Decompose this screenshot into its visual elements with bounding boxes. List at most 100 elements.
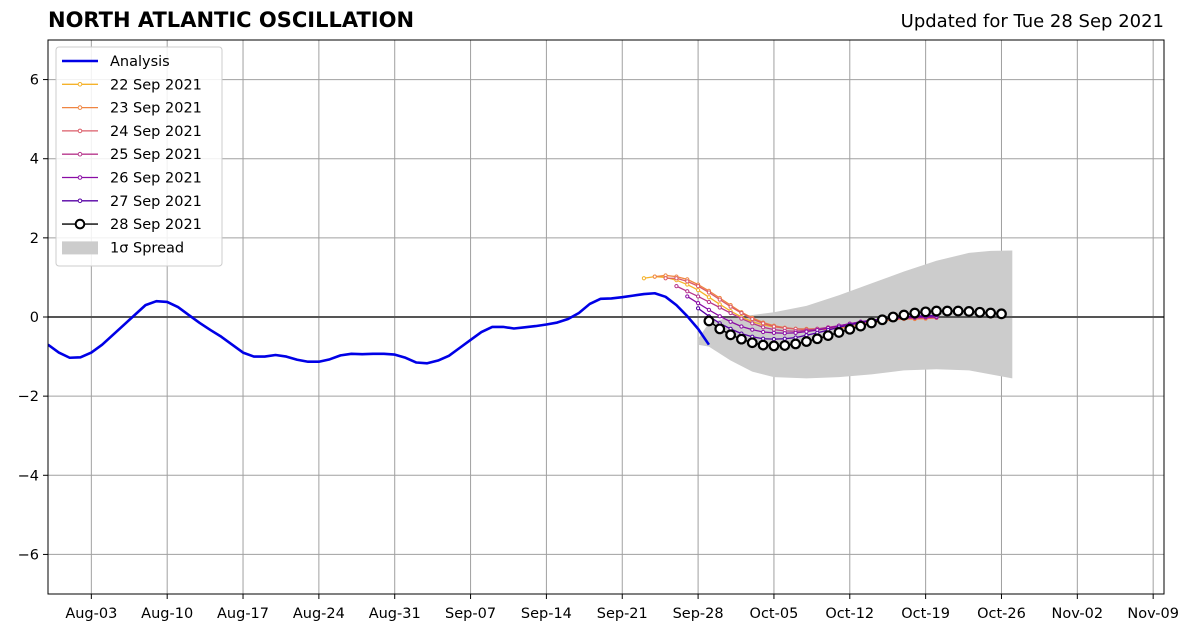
x-tick-label: Oct-05: [750, 606, 799, 622]
x-tick-label: Sep-21: [597, 606, 648, 622]
forecast-point: [771, 330, 777, 335]
latest-forecast-point: [952, 305, 964, 317]
latest-forecast-point: [725, 329, 737, 341]
forecast-point: [695, 294, 701, 299]
latest-forecast-point: [779, 340, 791, 351]
latest-forecast-point: [703, 315, 715, 327]
latest-forecast-point: [844, 323, 856, 335]
latest-forecast-point: [822, 330, 834, 341]
forecast-point: [674, 276, 679, 281]
latest-forecast-point: [931, 305, 942, 317]
latest-forecast-point: [855, 320, 867, 332]
legend-label: 22 Sep 2021: [110, 77, 202, 93]
latest-forecast-point: [811, 333, 823, 345]
legend: Analysis 22 Sep 2021 23 Sep 2021 24 Sep 202…: [55, 46, 223, 267]
latest-forecast-point: [866, 317, 877, 329]
x-tick-label: Nov-09: [1127, 606, 1179, 622]
legend-swatch-marker: [77, 128, 83, 134]
forecast-point: [728, 304, 733, 309]
legend-swatch-marker: [77, 198, 83, 204]
x-tick-label: Aug-17: [217, 606, 269, 622]
latest-forecast-point: [920, 306, 932, 318]
forecast-point: [739, 324, 744, 329]
latest-forecast-point: [736, 333, 747, 345]
forecast-point: [706, 290, 712, 295]
forecast-point: [771, 337, 777, 342]
latest-forecast-point: [768, 340, 780, 352]
x-tick-label: Oct-12: [825, 606, 874, 622]
x-tick-label: Aug-10: [141, 606, 193, 622]
analysis-line: [48, 291, 711, 365]
legend-label: Analysis: [110, 54, 170, 70]
legend-label: 28 Sep 2021: [110, 217, 202, 233]
y-tick-label: 6: [30, 73, 39, 89]
latest-forecast-point: [746, 337, 758, 349]
latest-forecast-line: [708, 310, 1002, 347]
forecast-point: [706, 299, 712, 305]
axes-frame: [47, 39, 1165, 595]
x-tick-label: Oct-26: [977, 606, 1026, 622]
latest-forecast-point: [714, 323, 726, 335]
forecast-point: [674, 284, 679, 289]
forecast-point: [804, 329, 809, 334]
legend-swatch-marker: [77, 151, 83, 157]
legend-swatch-marker: [77, 82, 83, 87]
forecast-point: [685, 289, 690, 294]
forecast-point: [717, 305, 722, 310]
page-title: NORTH ATLANTIC OSCILLATION: [48, 8, 415, 32]
latest-forecast-point: [790, 338, 802, 350]
forecast-point: [717, 314, 722, 319]
latest-forecast-point: [974, 306, 986, 318]
legend-label: 25 Sep 2021: [110, 147, 202, 163]
forecast-point: [706, 295, 712, 300]
forecast-point: [761, 325, 766, 330]
y-tick-label: 2: [30, 231, 39, 247]
forecast-point: [695, 301, 701, 306]
latest-forecast-point: [909, 307, 921, 319]
latest-forecast-point: [941, 305, 953, 317]
latest-forecast-point: [887, 311, 899, 323]
y-tick-label: −4: [18, 468, 39, 484]
legend-swatch-marker: [74, 218, 86, 230]
legend-label: 27 Sep 2021: [110, 194, 202, 210]
latest-forecast-point: [985, 307, 997, 319]
forecast-point: [685, 279, 690, 284]
forecast-point: [663, 276, 668, 281]
latest-forecast-point: [801, 336, 812, 347]
y-tick-label: 4: [30, 152, 39, 168]
forecast-point: [761, 329, 766, 335]
x-tick-label: Aug-03: [65, 606, 117, 622]
x-tick-label: Aug-24: [293, 606, 345, 622]
legend-label: 26 Sep 2021: [110, 171, 202, 187]
legend-label: 1σ Spread: [110, 240, 184, 256]
forecast-point: [761, 321, 766, 326]
x-tick-label: Sep-14: [521, 606, 572, 622]
plot-area: [48, 250, 1164, 379]
latest-forecast-point: [996, 308, 1007, 320]
forecast-point: [739, 316, 744, 321]
latest-forecast-point: [876, 314, 888, 326]
legend-swatch-marker: [77, 105, 83, 110]
forecast-point: [750, 321, 755, 326]
forecast-point: [652, 274, 657, 279]
x-tick-label: Aug-31: [369, 606, 421, 622]
x-tick-label: Sep-28: [673, 606, 724, 622]
forecast-point: [695, 306, 701, 311]
x-tick-label: Nov-02: [1052, 606, 1104, 622]
legend-label: 23 Sep 2021: [110, 101, 202, 117]
forecast-point: [695, 287, 701, 293]
legend-label: 24 Sep 2021: [110, 124, 202, 140]
forecast-point: [641, 276, 647, 281]
legend-swatch: [62, 241, 98, 255]
forecast-point: [782, 331, 787, 336]
forecast-point: [706, 307, 712, 312]
updated-date: Updated for Tue 28 Sep 2021: [900, 11, 1164, 32]
forecast-point: [728, 310, 733, 316]
legend-swatch-marker: [77, 175, 83, 180]
y-tick-label: 0: [30, 310, 39, 326]
forecast-point: [717, 297, 722, 302]
latest-forecast-point: [898, 309, 910, 321]
forecast-point: [782, 336, 787, 341]
forecast-point: [728, 319, 733, 324]
